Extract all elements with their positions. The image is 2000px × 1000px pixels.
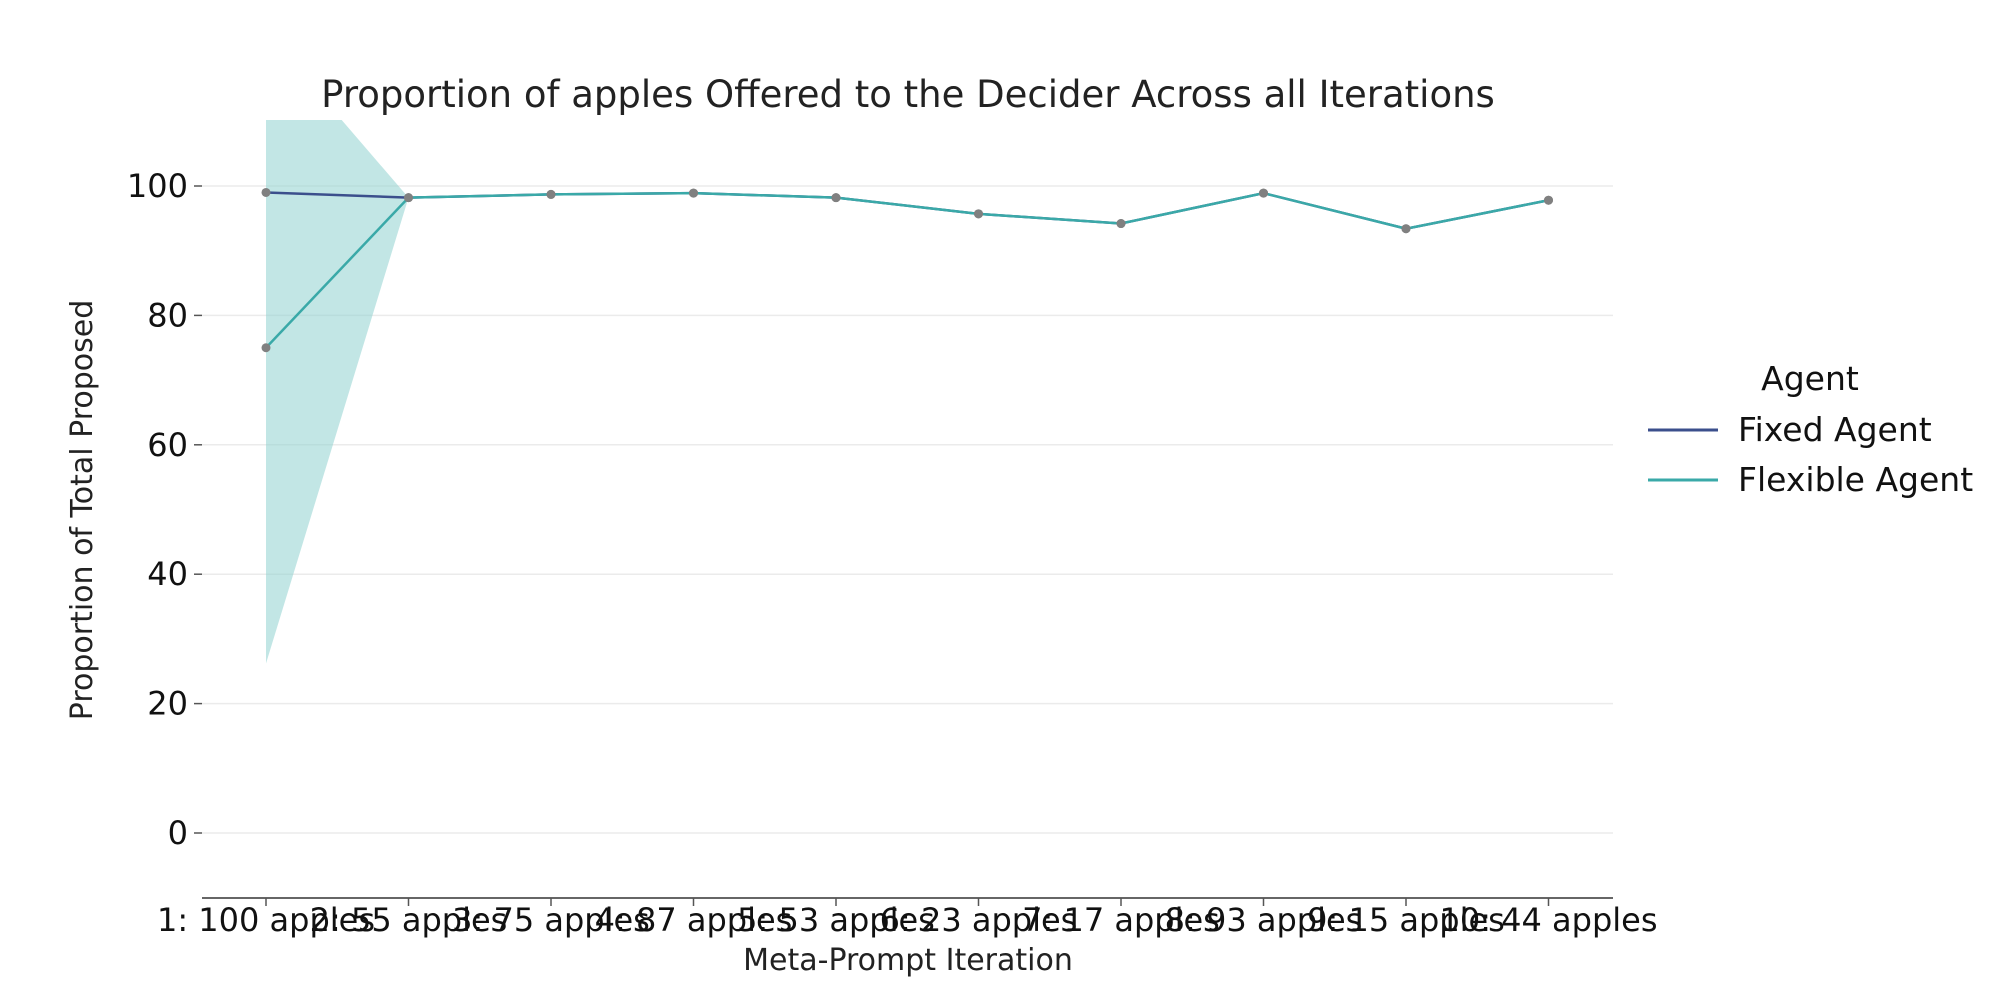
y-axis-ticks: 0 20 40 60 80 100 [127,167,202,852]
y-tick-label: 80 [147,296,188,334]
series-line [265,191,1549,349]
x-tick-label: 8: 93 apples [1165,901,1363,939]
series-line [265,191,1549,230]
x-tick-label: 3: 75 apples [452,901,650,939]
series-markers [261,187,1553,353]
y-axis-label: Proportion of Total Proposed [65,300,100,721]
y-tick-label: 20 [147,685,188,723]
x-tick-label: 6: 23 apples [880,901,1078,939]
legend-label: Flexible Agent [1738,460,1973,499]
confidence-band-layer [266,120,1549,664]
data-point [974,209,983,219]
data-point [404,193,413,203]
chart-title: Proportion of apples Offered to the Deci… [321,73,1495,116]
x-axis-label: Meta-Prompt Iteration [743,943,1073,978]
x-tick-label: 1: 100 apples [157,901,375,939]
x-tick-label: 2: 55 apples [310,901,508,939]
data-point [261,187,271,197]
data-point [689,188,698,198]
x-tick-label: 9: 15 apples [1307,901,1505,939]
x-tick-label: 4: 87 apples [595,901,793,939]
y-tick-label: 40 [147,555,188,593]
legend: Agent Fixed Agent Flexible Agent [1648,359,1973,499]
data-point [1544,195,1553,205]
gridlines [202,185,1613,834]
confidence-band [266,120,1549,664]
legend-title: Agent [1761,359,1859,398]
x-tick-label: 5: 53 apples [737,901,935,939]
x-tick-label: 10: 44 apples [1439,901,1657,939]
data-point [1401,224,1411,234]
data-point [1259,188,1268,198]
data-point [546,189,556,199]
data-point [831,193,841,203]
series-lines [265,191,1549,349]
y-tick-label: 0 [168,814,188,852]
y-tick-label: 100 [127,167,188,205]
legend-label: Fixed Agent [1738,410,1932,449]
x-tick-label: 7: 17 apples [1022,901,1220,939]
y-tick-label: 60 [147,426,188,464]
data-point [261,343,271,353]
data-point [1116,219,1126,229]
